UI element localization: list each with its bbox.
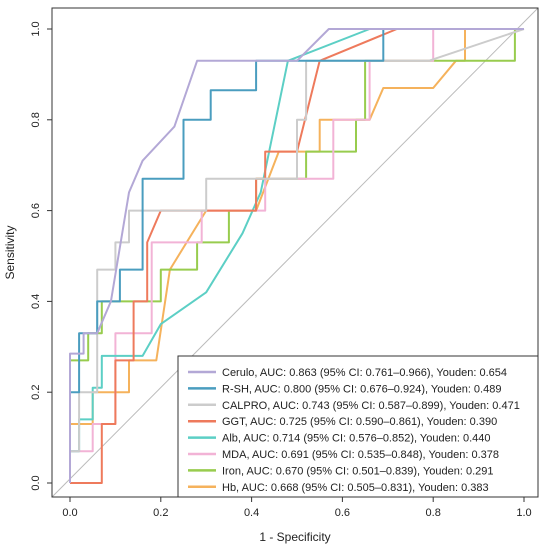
x-tick-label: 0.2 xyxy=(153,507,168,519)
x-tick-label: 0.8 xyxy=(426,507,441,519)
x-tick-label: 0.6 xyxy=(335,507,350,519)
y-tick-label: 0.0 xyxy=(30,475,42,490)
roc-curve xyxy=(69,28,524,483)
roc-curve xyxy=(69,28,524,483)
y-axis-label: Sensitivity xyxy=(3,225,17,279)
roc-curve xyxy=(70,28,524,484)
y-tick-label: 0.2 xyxy=(30,385,42,400)
legend: Cerulo, AUC: 0.863 (95% CI: 0.761–0.966)… xyxy=(177,355,539,498)
x-axis-label: 1 - Specificity xyxy=(259,530,330,544)
legend-box xyxy=(177,355,539,498)
x-tick-label: 1.0 xyxy=(516,507,531,519)
legend-entry: Alb, AUC: 0.714 (95% CI: 0.576–0.852), Y… xyxy=(222,433,490,445)
y-tick-label: 0.8 xyxy=(30,112,42,127)
roc-curve xyxy=(69,28,525,483)
legend-entry: CALPRO, AUC: 0.743 (95% CI: 0.587–0.899)… xyxy=(222,400,520,412)
series-layer xyxy=(69,28,525,484)
axes-layer: 0.0 0.2 0.4 0.6 0.8 1.0 0.0 0.2 0.4 0.6 0.8 1.0 xyxy=(30,21,532,519)
legend-entry: Hb, AUC: 0.668 (95% CI: 0.505–0.831), Yo… xyxy=(222,482,489,494)
x-tick-label: 0.0 xyxy=(62,507,77,519)
legend-entry: Iron, AUC: 0.670 (95% CI: 0.501–0.839), … xyxy=(222,465,494,477)
y-tick-label: 0.6 xyxy=(30,203,42,218)
y-tick-label: 0.4 xyxy=(30,294,42,309)
legend-entry: MDA, AUC: 0.691 (95% CI: 0.535–0.848), Y… xyxy=(222,449,499,461)
reference-diagonal xyxy=(51,7,539,498)
legend-entry: R-SH, AUC: 0.800 (95% CI: 0.676–0.924), … xyxy=(222,383,501,395)
reference-line-layer xyxy=(51,7,539,498)
legend-entry: GGT, AUC: 0.725 (95% CI: 0.590–0.861), Y… xyxy=(222,416,497,428)
legend-entry: Cerulo, AUC: 0.863 (95% CI: 0.761–0.966)… xyxy=(222,367,507,379)
y-tick-label: 1.0 xyxy=(30,21,42,36)
x-tick-label: 0.4 xyxy=(244,507,259,519)
